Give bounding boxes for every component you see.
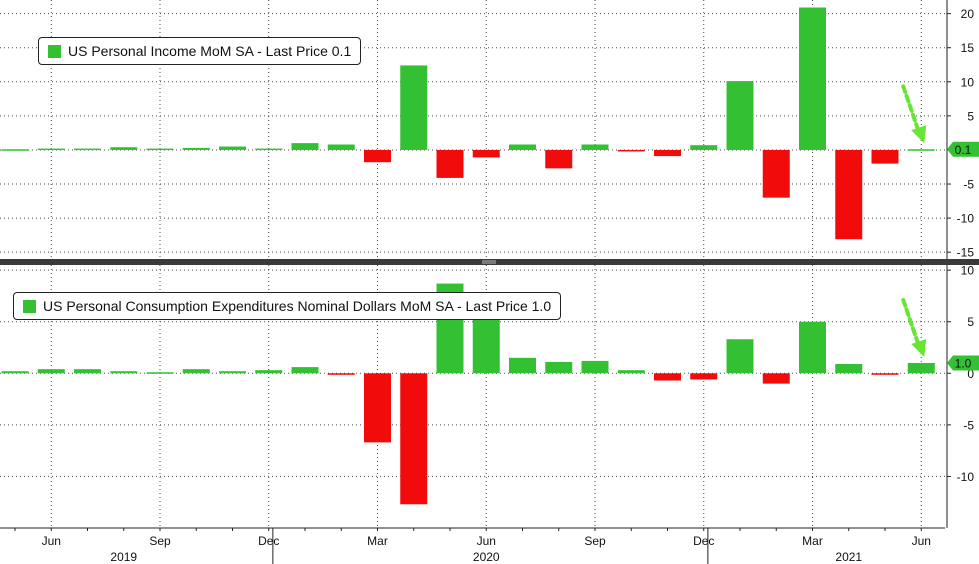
bar[interactable] (545, 361, 573, 374)
x-axis: Jun Sep Dec Mar Jun Sep Dec Mar Jun 2019 2020 2021 (0, 527, 945, 564)
bar[interactable] (182, 369, 210, 374)
personal-consumption-panel: -10 -5 0 5 10 1.0 (0, 264, 979, 528)
bar[interactable] (74, 369, 101, 374)
bar[interactable] (871, 149, 899, 164)
bar[interactable] (509, 144, 536, 150)
y-tick-label: -5 (963, 178, 974, 192)
bar[interactable] (146, 148, 174, 151)
y-tick-label: 20 (961, 7, 975, 21)
x-tick-label: Dec (693, 534, 714, 548)
bar[interactable] (37, 148, 65, 151)
bar[interactable] (436, 149, 464, 178)
bar[interactable] (726, 81, 754, 150)
bar[interactable] (74, 148, 101, 151)
legend-personal-income[interactable]: US Personal Income MoM SA - Last Price 0… (38, 37, 362, 65)
y-tick-label: 0 (967, 367, 974, 381)
highlight-arrow-icon (901, 84, 927, 144)
x-tick-label: Jun (912, 534, 931, 548)
bar[interactable] (400, 65, 428, 150)
bar[interactable] (762, 149, 790, 198)
bar[interactable] (835, 364, 863, 374)
y-tick-label: -15 (957, 246, 975, 260)
bar[interactable] (291, 367, 319, 374)
bar[interactable] (654, 373, 681, 381)
bar[interactable] (37, 369, 65, 374)
y-tick-label: -10 (957, 470, 975, 484)
y-tick-label: 10 (961, 264, 975, 278)
y-tick-label: 10 (961, 75, 975, 89)
legend-label: US Personal Income MoM SA - Last Price 0… (68, 43, 352, 59)
bar[interactable] (291, 143, 319, 150)
legend-personal-consumption[interactable]: US Personal Consumption Expenditures Nom… (13, 292, 562, 320)
y-tick-label: 15 (961, 41, 975, 55)
bar[interactable] (726, 339, 754, 374)
bar[interactable] (509, 357, 536, 374)
y-tick-label: 5 (967, 315, 974, 329)
x-tick-label: Sep (149, 534, 171, 548)
x-tick-label: Mar (802, 534, 823, 548)
bar[interactable] (799, 7, 826, 150)
y-tick-label: -10 (957, 212, 975, 226)
bar[interactable] (182, 147, 210, 150)
bar[interactable] (364, 373, 391, 443)
bar[interactable] (907, 362, 935, 374)
panel-divider[interactable] (0, 259, 979, 265)
bar[interactable] (255, 148, 283, 151)
x-tick-label: Mar (367, 534, 388, 548)
bar[interactable] (110, 371, 138, 374)
bar[interactable] (1, 371, 29, 374)
bar[interactable] (690, 145, 718, 150)
bar[interactable] (654, 149, 681, 157)
bar[interactable] (472, 149, 500, 158)
bar[interactable] (364, 149, 391, 163)
bar[interactable] (835, 149, 863, 240)
legend-swatch-icon (23, 299, 36, 313)
bar[interactable] (545, 149, 573, 169)
bar[interactable] (799, 321, 826, 374)
personal-income-panel: -15-10-5051015200.1 (0, 0, 979, 260)
bar[interactable] (581, 360, 609, 374)
bar[interactable] (617, 370, 645, 374)
x-tick-label: Jun (42, 534, 61, 548)
bar[interactable] (690, 373, 718, 380)
x-tick-label: Jun (477, 534, 496, 548)
x-year-label: 2021 (835, 550, 862, 564)
last-price-value: 0.1 (955, 143, 972, 157)
divider-grip-icon[interactable] (482, 260, 496, 264)
last-price-value: 1.0 (955, 356, 972, 370)
x-year-label: 2020 (473, 550, 500, 564)
last-price-tag: 1.0 (947, 355, 979, 371)
bar[interactable] (581, 144, 609, 150)
x-tick-label: Dec (258, 534, 279, 548)
x-tick-label: Sep (584, 534, 606, 548)
bar[interactable] (110, 147, 138, 150)
legend-swatch-icon (48, 44, 61, 58)
legend-label: US Personal Consumption Expenditures Nom… (43, 298, 552, 314)
bar[interactable] (871, 373, 899, 375)
last-price-tag: 0.1 (947, 141, 979, 157)
y-tick-label: -5 (963, 418, 974, 432)
bar[interactable] (146, 372, 174, 374)
bar[interactable] (762, 373, 790, 384)
bar[interactable] (907, 149, 935, 151)
highlight-arrow-icon (901, 297, 927, 357)
bar[interactable] (327, 373, 355, 375)
y-tick-label: 5 (967, 109, 974, 123)
bar[interactable] (400, 373, 428, 505)
x-year-label: 2019 (110, 550, 137, 564)
bar[interactable] (219, 371, 246, 374)
bar[interactable] (219, 146, 246, 150)
bar[interactable] (1, 149, 29, 151)
bar[interactable] (255, 370, 283, 374)
bar[interactable] (327, 144, 355, 150)
bar[interactable] (617, 149, 645, 152)
bar[interactable] (472, 311, 500, 374)
